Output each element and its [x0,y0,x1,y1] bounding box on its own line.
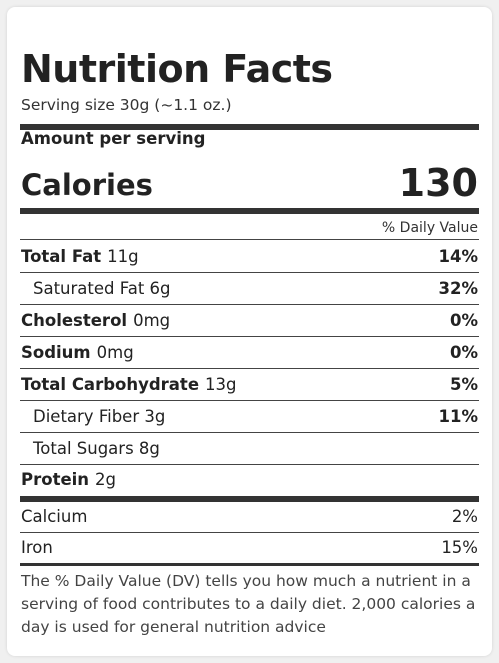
nutrient-dv: 0% [449,311,478,330]
nutrient-row-protein: Protein 2g [20,464,479,495]
nutrient-amount: 2g [95,470,117,489]
nutrient-row-cholesterol: Cholesterol 0mg 0% [20,305,479,336]
nutrition-title: Nutrition Facts [21,47,333,91]
nutrient-label: Cholesterol [21,311,128,330]
serving-size: Serving size 30g (~1.1 oz.) [21,96,232,114]
nutrient-amount: 11g [107,247,139,266]
nutrient-row-total-fat: Total Fat 11g 14% [20,241,479,272]
mineral-dv: 2% [451,507,478,526]
nutrient-amount: 0mg [96,343,134,362]
nutrient-row-saturated-fat: Saturated Fat 6g 32% [20,273,479,304]
divider-thin [20,239,479,240]
mineral-label: Calcium [21,507,88,526]
divider-thin [20,272,479,273]
divider-medium [20,563,479,566]
divider-thick [20,124,479,130]
nutrient-label: Total Carbohydrate [21,375,200,394]
amount-per-serving: Amount per serving [21,129,206,148]
nutrient-label: Total Fat [21,247,102,266]
nutrient-amount: 0mg [133,311,171,330]
nutrient-row-total-sugars: Total Sugars 8g [20,433,479,464]
nutrient-label: Dietary Fiber 3g [33,407,166,426]
nutrition-facts-card: Nutrition Facts Serving size 30g (~1.1 o… [7,7,492,656]
mineral-row-iron: Iron 15% [20,532,479,563]
nutrient-label: Sodium [21,343,91,362]
nutrient-dv: 0% [449,343,478,362]
calories-value: 130 [398,161,478,205]
nutrient-dv: 14% [438,247,479,266]
divider-thin [20,532,479,533]
divider-thin [20,368,479,369]
calories-label: Calories [21,168,153,202]
nutrient-label: Protein [21,470,90,489]
divider-thin [20,336,479,337]
mineral-dv: 15% [441,538,478,557]
daily-value-header: % Daily Value [381,220,478,236]
divider-thick [20,496,479,502]
nutrient-dv: 11% [438,407,479,426]
divider-thin [20,464,479,465]
nutrient-dv: 5% [449,375,478,394]
nutrient-label: Total Sugars 8g [33,439,160,458]
nutrient-row-dietary-fiber: Dietary Fiber 3g 11% [20,401,479,432]
divider-thin [20,432,479,433]
divider-thick [20,208,479,214]
nutrient-row-total-carbohydrate: Total Carbohydrate 13g 5% [20,369,479,400]
divider-thin [20,400,479,401]
nutrient-label: Saturated Fat 6g [33,279,171,298]
daily-value-footnote: The % Daily Value (DV) tells you how muc… [21,572,476,636]
nutrient-row-sodium: Sodium 0mg 0% [20,337,479,368]
nutrient-dv: 32% [438,279,479,298]
divider-thin [20,304,479,305]
nutrient-amount: 13g [205,375,237,394]
mineral-row-calcium: Calcium 2% [20,501,479,532]
mineral-label: Iron [21,538,53,557]
